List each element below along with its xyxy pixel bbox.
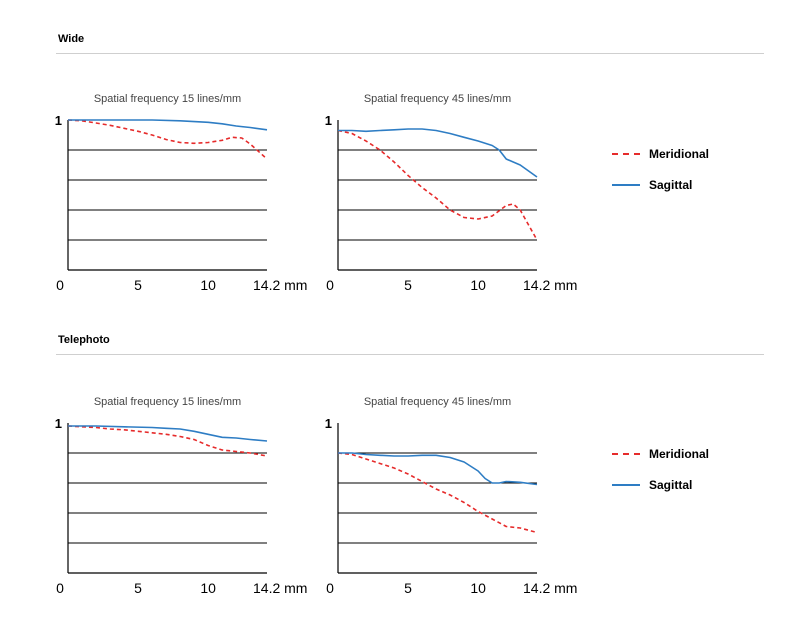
chart-telephoto-15-y-tick-label: 1 bbox=[55, 416, 62, 431]
legend-item-meridional: Meridional bbox=[612, 446, 709, 462]
chart-telephoto-45-x-tick-label: 10 bbox=[470, 580, 486, 596]
chart-wide-45-x-tick-label: 5 bbox=[404, 277, 412, 293]
chart-telephoto-45-x-tick-label: 0 bbox=[326, 580, 334, 596]
legend-label-meridional: Meridional bbox=[649, 147, 710, 161]
legend-wide: Meridional Sagittal bbox=[612, 146, 709, 208]
section-title-telephoto: Telephoto bbox=[58, 334, 110, 346]
chart-wide-45-title: Spatial frequency 45 lines/mm bbox=[364, 93, 511, 105]
legend-item-sagittal: Sagittal bbox=[612, 177, 709, 193]
legend-label-meridional: Meridional bbox=[649, 447, 710, 461]
chart-wide-15-x-tick-label: 5 bbox=[134, 277, 142, 293]
chart-telephoto-15-x-tick-label: 5 bbox=[134, 580, 142, 596]
chart-wide-45-series-meridional bbox=[337, 129, 538, 241]
chart-wide-15-series-sagittal bbox=[68, 119, 268, 131]
chart-wide-15-x-tick-label: 10 bbox=[200, 277, 216, 293]
chart-telephoto-15-x-tick-label: 10 bbox=[200, 580, 216, 596]
section-divider-telephoto bbox=[56, 354, 764, 355]
chart-telephoto-45-x-tick-label: 5 bbox=[404, 580, 412, 596]
chart-telephoto-45-series-sagittal bbox=[338, 452, 538, 486]
legend-swatch-sagittal bbox=[612, 184, 640, 186]
chart-wide-45-x-tick-label: 0 bbox=[326, 277, 334, 293]
legend-swatch-meridional bbox=[612, 453, 640, 455]
legend-label-sagittal: Sagittal bbox=[649, 178, 693, 192]
chart-wide-45-x-tick-label: 10 bbox=[470, 277, 486, 293]
chart-telephoto-15-title: Spatial frequency 15 lines/mm bbox=[94, 396, 241, 408]
chart-wide-15-y-tick-label: 1 bbox=[55, 113, 62, 128]
legend-swatch-meridional bbox=[612, 153, 640, 155]
chart-wide-15-series-meridional bbox=[67, 119, 268, 160]
chart-wide-15-title: Spatial frequency 15 lines/mm bbox=[94, 93, 241, 105]
chart-wide-45-y-tick-label: 1 bbox=[325, 113, 332, 128]
chart-wide-45-series-sagittal bbox=[338, 128, 538, 178]
chart-wide-15-x-tick-label: 14.2 mm bbox=[253, 277, 307, 293]
chart-telephoto-45-x-tick-label: 14.2 mm bbox=[523, 580, 577, 596]
legend-swatch-sagittal bbox=[612, 484, 640, 486]
section-title-wide: Wide bbox=[58, 33, 85, 45]
chart-telephoto-15-x-tick-label: 14.2 mm bbox=[253, 580, 307, 596]
legend-label-sagittal: Sagittal bbox=[649, 478, 693, 492]
legend-telephoto: Meridional Sagittal bbox=[612, 446, 709, 508]
legend-item-meridional: Meridional bbox=[612, 146, 709, 162]
chart-telephoto-15-series-meridional bbox=[67, 425, 268, 457]
chart-telephoto-45-series-meridional bbox=[337, 452, 538, 534]
chart-telephoto-15-x-tick-label: 0 bbox=[56, 580, 64, 596]
section-divider-wide bbox=[56, 53, 764, 54]
chart-telephoto-45-y-tick-label: 1 bbox=[325, 416, 332, 431]
legend-item-sagittal: Sagittal bbox=[612, 477, 709, 493]
chart-telephoto-45-title: Spatial frequency 45 lines/mm bbox=[364, 396, 511, 408]
chart-wide-45-x-tick-label: 14.2 mm bbox=[523, 277, 577, 293]
chart-wide-15-x-tick-label: 0 bbox=[56, 277, 64, 293]
chart-telephoto-15-series-sagittal bbox=[68, 425, 268, 442]
